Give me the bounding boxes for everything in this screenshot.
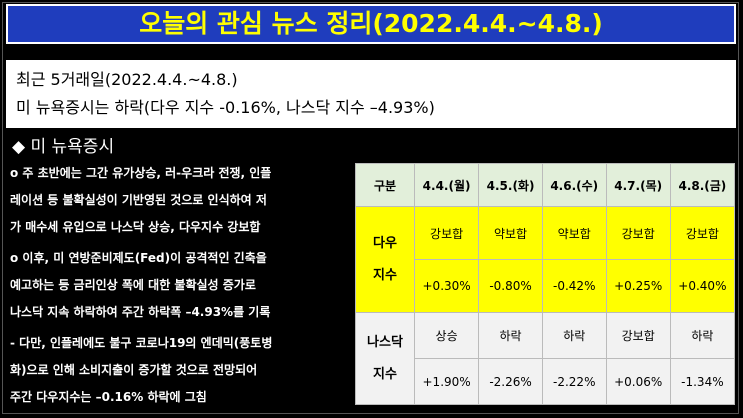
paragraph-line: 레이션 등 불확실성이 기반영된 것으로 인식하여 저 [10, 193, 267, 207]
status-cell: 하락 [669, 312, 736, 359]
row: +0.30% -0.80% -0.42% +0.25% +0.40% [356, 259, 736, 313]
status-cell: 하락 [478, 312, 543, 359]
paragraph-line: 가 매수세 유입으로 나스닥 상승, 다우지수 강보합 [10, 220, 261, 234]
status-cell: 강보합 [605, 206, 671, 260]
status-cell: 하락 [541, 312, 607, 359]
status-cell: 강보합 [413, 206, 480, 260]
row: 나스닥 지수 상승 하락 하락 강보합 하락 [355, 312, 736, 405]
change-cell: -2.22% [541, 358, 607, 405]
paragraph-line: 화)으로 인해 소비지출이 증가할 것으로 전망되어 [10, 363, 258, 377]
paragraph-line: 주간 다우지수는 –0.16% 하락에 그침 [10, 390, 207, 404]
header-cell: 4.5.(화) [478, 163, 543, 207]
change-cell: -0.42% [541, 259, 607, 313]
status-cell: 강보합 [669, 206, 736, 260]
header-row: 구분 4.4.(월) 4.5.(화) 4.6.(수) 4.7.(목) 4.8.(금) [355, 163, 736, 207]
title: 오늘의 관심 뉴스 정리(2022.4.4.~4.8.) [6, 4, 736, 44]
header-cell: 4.7.(목) [605, 163, 671, 207]
change-cell: +0.06% [605, 358, 671, 405]
header-cell: 4.4.(월) [413, 163, 480, 207]
row-label-line: 다우 [373, 235, 397, 251]
summary-line: 미 뉴욕증시는 하락(다우 지수 -0.16%, 나스닥 지수 –4.93%) [16, 98, 435, 117]
row: +1.90% -2.26% -2.22% +0.06% -1.34% [356, 358, 736, 405]
paragraph-line: 나스닥 지속 하락하여 주간 하락폭 –4.93%를 기록 [10, 305, 271, 319]
status-cell: 약보합 [478, 206, 543, 260]
frame [2, 2, 739, 414]
status-cell: 강보합 [605, 312, 671, 359]
paragraph-line: o 이후, 미 연방준비제도(Fed)이 공격적인 긴축을 [10, 251, 267, 265]
paragraph-line: - 다만, 인플레에도 불구 코로나19의 엔데믹(풍토병 [10, 336, 273, 350]
header-cell: 4.8.(금) [669, 163, 736, 207]
row-label-line: 지수 [373, 366, 397, 382]
change-cell: +0.40% [669, 259, 736, 313]
summary: 최근 5거래일(2022.4.4.~4.8.) 미 뉴욕증시는 하락(다우 지수… [6, 60, 736, 128]
row: 다우 지수 강보합 약보합 약보합 강보합 강보합 [355, 206, 736, 313]
index-table: 구분 4.4.(월) 4.5.(화) 4.6.(수) 4.7.(목) 4.8.(금) 다우 지… [355, 163, 736, 405]
change-cell: +0.25% [605, 259, 671, 313]
paragraph-line: o 주 초반에는 그간 유가상승, 러-우크라 전쟁, 인플 [10, 166, 272, 180]
change-cell: -0.80% [478, 259, 543, 313]
change-cell: +0.30% [413, 259, 480, 313]
header-cell: 구분 [355, 163, 415, 207]
row-label-line: 지수 [373, 267, 397, 283]
summary-line: 최근 5거래일(2022.4.4.~4.8.) [16, 70, 238, 89]
section-title: ◆ 미 뉴욕증시 [12, 137, 115, 157]
status-cell: 약보합 [541, 206, 607, 260]
paragraph-line: 예고하는 등 금리인상 폭에 대한 불확실성 증가로 [10, 278, 256, 292]
change-cell: +1.90% [413, 358, 480, 405]
header-cell: 4.6.(수) [541, 163, 607, 207]
change-cell: -2.26% [478, 358, 543, 405]
change-cell: -1.34% [669, 358, 736, 405]
row-label-line: 나스닥 [367, 334, 403, 350]
status-cell: 상승 [413, 312, 480, 359]
